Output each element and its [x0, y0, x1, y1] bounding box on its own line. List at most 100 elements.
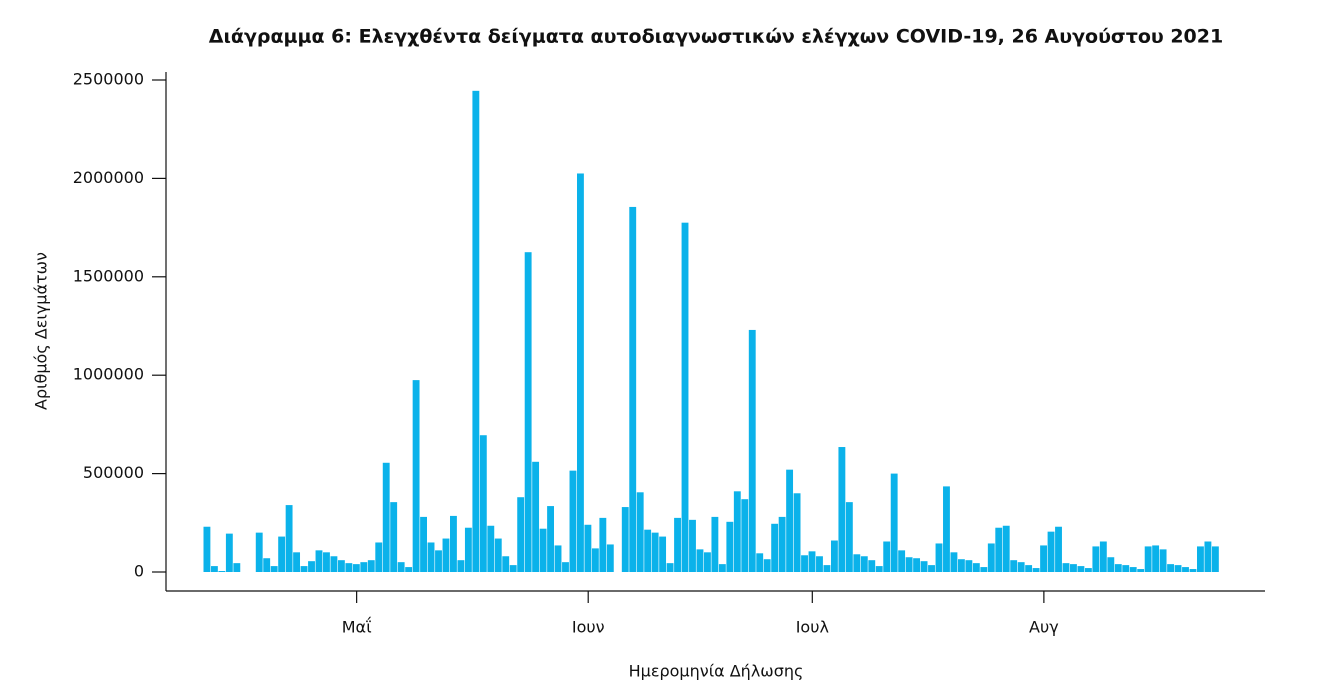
- bar: [1159, 549, 1167, 572]
- bar: [203, 526, 211, 572]
- bar: [823, 565, 831, 572]
- bar: [569, 470, 577, 572]
- bar: [591, 548, 599, 572]
- bar: [972, 563, 980, 572]
- bar: [457, 560, 465, 572]
- bar: [816, 556, 823, 572]
- bar: [793, 493, 801, 572]
- bar: [943, 486, 950, 572]
- bar: [995, 527, 1003, 572]
- bar: [898, 550, 906, 572]
- bar: [1204, 541, 1212, 572]
- bar: [315, 550, 323, 572]
- bar: [681, 222, 689, 572]
- chart-title: Διάγραμμα 6: Ελεγχθέντα δείγματα αυτοδια…: [209, 26, 1223, 48]
- bar: [756, 553, 764, 572]
- bar: [547, 506, 554, 572]
- bar: [255, 532, 263, 572]
- bar: [1092, 546, 1100, 572]
- bar: [1182, 567, 1189, 572]
- bar: [1002, 525, 1010, 572]
- bar: [300, 566, 308, 572]
- bar: [562, 562, 569, 572]
- bar: [233, 563, 241, 572]
- bar: [651, 532, 659, 572]
- bar: [218, 571, 226, 572]
- bar: [890, 473, 898, 572]
- y-tick-label: 0: [134, 562, 144, 581]
- bar: [487, 525, 495, 572]
- bar: [397, 562, 405, 572]
- bar: [920, 561, 928, 572]
- bar: [1099, 541, 1107, 572]
- bar: [382, 462, 390, 572]
- x-axis-title: Ημερομηνία Δήλωσης: [629, 662, 804, 681]
- bar: [427, 542, 435, 572]
- bar: [883, 541, 891, 572]
- bar: [853, 554, 861, 572]
- x-tick-label: Μαΐ: [342, 617, 372, 637]
- bar: [748, 329, 756, 572]
- bar: [957, 559, 965, 572]
- bar: [636, 492, 644, 572]
- bar: [733, 491, 741, 572]
- bar: [965, 560, 973, 572]
- bar: [696, 549, 704, 572]
- bar: [860, 556, 868, 572]
- y-tick-label: 2000000: [73, 168, 144, 187]
- bar: [524, 252, 532, 572]
- bar: [1040, 545, 1048, 572]
- bar: [210, 566, 218, 572]
- bar: [950, 552, 958, 572]
- x-tick-label: Αυγ: [1029, 618, 1059, 637]
- bar: [629, 206, 637, 572]
- bar: [278, 536, 286, 572]
- bar: [502, 556, 510, 572]
- bar: [913, 558, 921, 572]
- bar: [375, 542, 383, 572]
- bar: [345, 563, 353, 572]
- bar: [830, 540, 838, 572]
- y-axis-title: Αριθμός Δειγμάτων: [32, 252, 51, 410]
- bar: [1084, 568, 1092, 572]
- bar: [1010, 560, 1018, 572]
- bar: [801, 555, 808, 572]
- bar: [875, 566, 883, 572]
- bar: [987, 543, 995, 572]
- bar: [293, 552, 301, 572]
- bar: [442, 538, 450, 572]
- bar: [1197, 546, 1204, 572]
- bar: [928, 565, 935, 572]
- bar: [659, 536, 667, 572]
- bar: [868, 560, 876, 572]
- y-tick-label: 1500000: [73, 266, 144, 285]
- bar: [450, 515, 457, 572]
- bar: [405, 567, 413, 572]
- bar: [1152, 545, 1160, 572]
- y-tick-label: 1000000: [73, 365, 144, 384]
- bar: [1211, 546, 1219, 572]
- bar: [1070, 564, 1077, 572]
- bar: [621, 507, 629, 572]
- bar: [554, 545, 562, 572]
- bar: [1167, 564, 1174, 572]
- bar: [786, 469, 794, 572]
- bar: [1137, 569, 1145, 572]
- bar: [845, 502, 853, 572]
- bar: [1129, 567, 1137, 572]
- bar: [838, 447, 846, 572]
- x-tick-label: Ιουλ: [796, 618, 829, 637]
- bar: [390, 502, 398, 572]
- y-tick-label: 2500000: [73, 70, 144, 89]
- bar: [337, 560, 345, 572]
- bar: [532, 461, 540, 572]
- bar: [464, 527, 472, 572]
- bar: [980, 567, 988, 572]
- bar: [1189, 569, 1197, 572]
- bar: [726, 521, 734, 572]
- bar: [763, 559, 771, 572]
- bar: [1017, 562, 1025, 572]
- bar: [435, 550, 442, 572]
- bar: [472, 90, 480, 572]
- bar: [689, 519, 696, 572]
